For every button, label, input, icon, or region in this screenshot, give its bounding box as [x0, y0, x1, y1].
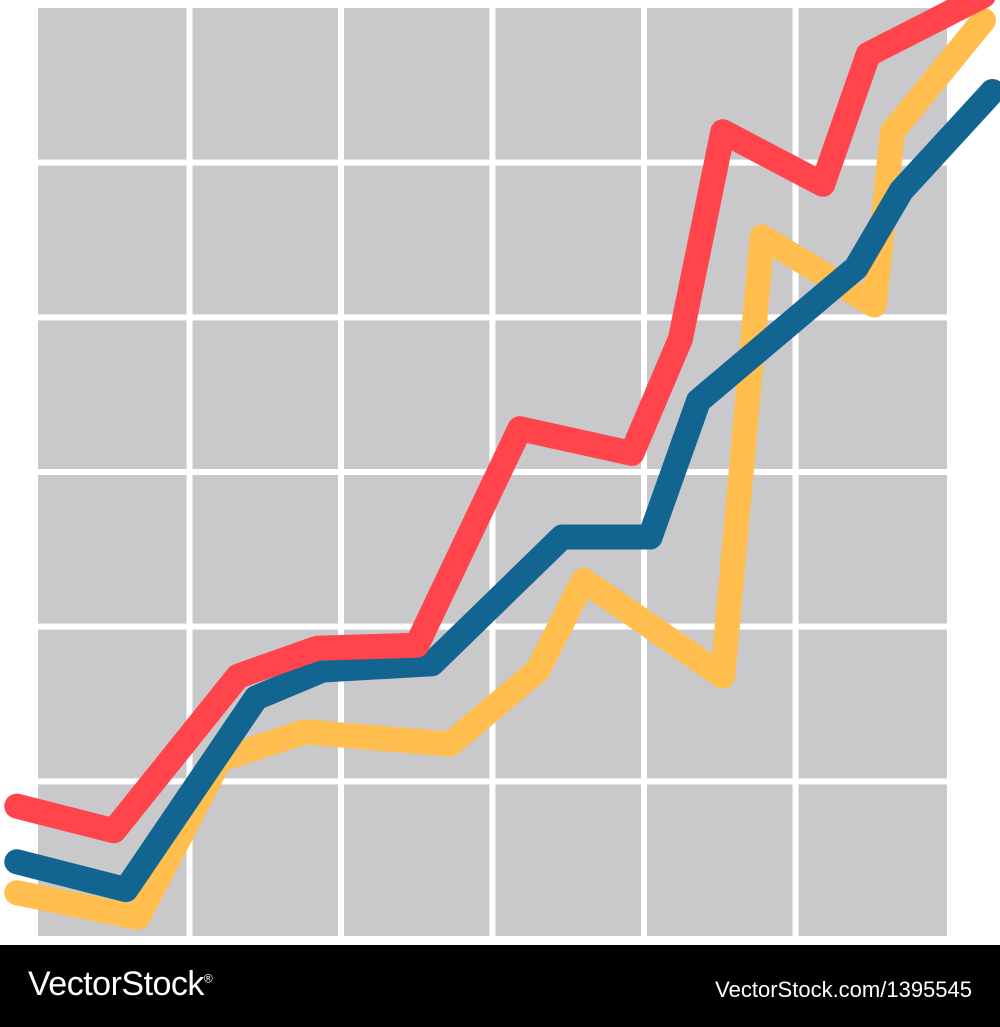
watermark-footer: VectorStock® VectorStock.com/1395545 — [0, 945, 1000, 1027]
line-chart — [4, 0, 1000, 936]
registered-mark: ® — [203, 971, 213, 986]
image-id-text: VectorStock.com/1395545 — [715, 977, 972, 1002]
chart-series — [4, 0, 1000, 930]
chart-canvas — [4, 0, 1000, 936]
series-blue-line — [4, 79, 1000, 903]
brand-logo: VectorStock® — [28, 965, 213, 1004]
brand-name: VectorStock — [28, 965, 204, 1003]
series-red-line — [4, 0, 995, 844]
